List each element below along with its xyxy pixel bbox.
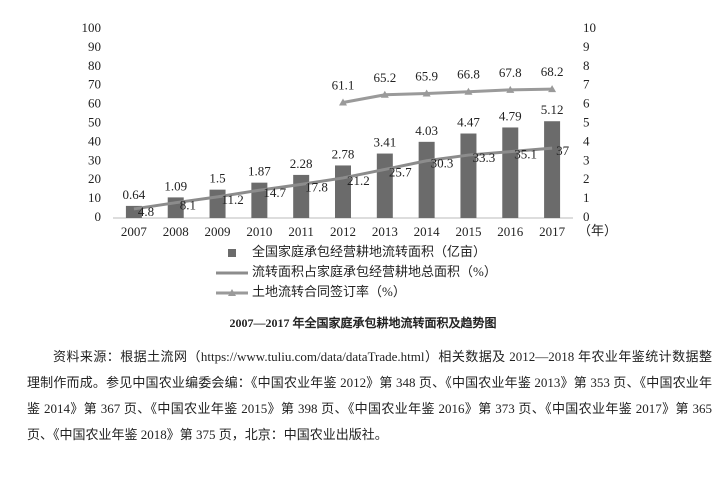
line-label: 4.8 <box>138 204 154 219</box>
x-tick-label: 2007 <box>121 224 148 239</box>
x-tick-label: 2017 <box>539 224 566 239</box>
x-tick-label: 2012 <box>330 224 356 239</box>
y-tick-label: 0 <box>95 209 102 224</box>
y-tick-label: 90 <box>88 39 101 54</box>
y-tick-label: 10 <box>88 190 101 205</box>
marker <box>464 87 473 95</box>
y-tick-label: 20 <box>88 171 101 186</box>
bar-label: 4.79 <box>499 108 522 123</box>
line-label: 67.8 <box>499 65 522 80</box>
y2-tick-label: 0 <box>583 209 590 224</box>
line-label: 8.1 <box>180 198 196 213</box>
bar-label: 4.47 <box>457 115 480 130</box>
x-tick-label: 2011 <box>288 224 314 239</box>
line <box>342 87 553 104</box>
y-tick-label: 100 <box>82 20 102 35</box>
y-tick-label: 80 <box>88 58 101 73</box>
bar-label: 1.87 <box>248 164 271 179</box>
y2-tick-label: 2 <box>583 171 590 186</box>
y2-tick-label: 3 <box>583 152 590 167</box>
marker <box>506 85 515 93</box>
y2-tick-label: 1 <box>583 190 590 205</box>
marker <box>380 90 389 98</box>
bar-label: 4.03 <box>415 123 438 138</box>
legend-label: 土地流转合同签订率（%） <box>252 284 406 299</box>
line-label: 33.3 <box>472 150 495 165</box>
line-label: 65.9 <box>415 68 438 83</box>
y2-tick-label: 9 <box>583 39 590 54</box>
y-tick-label: 30 <box>88 152 101 167</box>
bar-label: 5.12 <box>541 102 564 117</box>
line-label: 21.2 <box>347 173 370 188</box>
x-tick-label: 2010 <box>246 224 272 239</box>
caption: 2007—2017 年全国家庭承包耕地流转面积及趋势图 <box>229 315 496 330</box>
legend-marker <box>228 289 236 296</box>
y-tick-label: 40 <box>88 133 101 148</box>
line-label: 65.2 <box>373 70 396 85</box>
bar-label: 2.78 <box>332 146 355 161</box>
x-tick-label: 2013 <box>372 224 398 239</box>
marker <box>339 98 347 106</box>
x-tick-label: 2009 <box>205 224 231 239</box>
y2-tick-label: 6 <box>583 96 590 111</box>
x-tick-label: 2015 <box>455 224 481 239</box>
bar <box>502 127 519 218</box>
y2-tick-label: 5 <box>583 114 590 129</box>
bar-label: 3.41 <box>373 135 396 150</box>
legend-swatch <box>228 249 236 257</box>
line-label: 25.7 <box>389 164 412 179</box>
y-tick-label: 60 <box>88 96 101 111</box>
bar-label: 1.09 <box>164 178 187 193</box>
source-note: 资料来源：根据土流网（https://www.tuliu.com/data/da… <box>27 349 712 442</box>
x-tick-label: 2008 <box>163 224 189 239</box>
line-label: 37 <box>556 143 570 158</box>
x-tick-label: 2016 <box>497 224 524 239</box>
x-tick-label: 2014 <box>414 224 441 239</box>
line <box>133 146 553 211</box>
y2-tick-label: 10 <box>583 20 596 35</box>
y2-tick-label: 4 <box>583 133 590 148</box>
bar-label: 1.5 <box>209 171 225 186</box>
bar <box>544 121 561 218</box>
y2-tick-label: 8 <box>583 58 590 73</box>
line-label: 11.2 <box>222 192 244 207</box>
bar-label: 2.28 <box>290 156 313 171</box>
line-label: 14.7 <box>263 185 286 200</box>
x-axis-label: （年） <box>578 223 617 238</box>
bar-label: 0.64 <box>123 187 146 202</box>
line-label: 17.8 <box>305 179 328 194</box>
bar <box>376 153 393 218</box>
marker <box>422 89 431 97</box>
y-tick-label: 70 <box>88 77 101 92</box>
marker <box>548 85 557 93</box>
line-label: 35.1 <box>514 147 537 162</box>
legend-label: 全国家庭承包经营耕地流转面积（亿亩） <box>252 244 486 259</box>
y-tick-label: 50 <box>88 114 101 129</box>
line-label: 61.1 <box>332 78 355 93</box>
legend-label: 流转面积占家庭承包经营耕地总面积（%） <box>252 264 497 279</box>
bar <box>418 141 435 218</box>
line-label: 66.8 <box>457 67 480 82</box>
line-label: 30.3 <box>431 156 454 171</box>
line-label: 68.2 <box>541 64 564 79</box>
y2-tick-label: 7 <box>583 77 590 92</box>
bar <box>460 133 477 218</box>
chart: 2007—2017 年全国家庭承包耕地流转面积及趋势图 010203040506… <box>82 20 618 330</box>
